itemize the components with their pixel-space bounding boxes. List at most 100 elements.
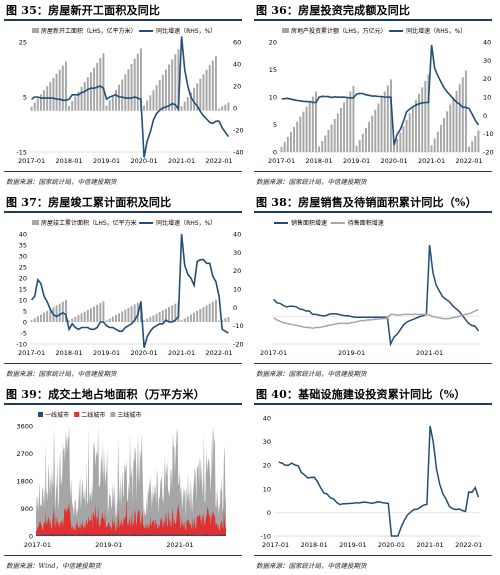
y-left-tick-label: 25 [19,39,27,47]
line-series [31,36,230,158]
bar [93,67,96,111]
x-tick-label: 2017-01 [268,157,295,165]
bar [211,301,214,322]
bar [455,90,458,152]
bar [305,106,308,152]
bar [349,91,352,152]
chart-title: 图 38：房屋销售及待销面积累计同比（%） [256,196,477,209]
bar [399,132,402,152]
y-left-tick-label: 35 [19,242,27,250]
x-tick-label: 2020-01 [378,541,405,549]
area-series [36,494,226,536]
bar [174,303,177,322]
bar [193,312,196,322]
x-tick-label: 2020-01 [130,349,157,357]
y-right-tick-label: 0 [483,112,487,120]
y-left-tick-label: 1800 [16,478,33,486]
legend-swatch [110,412,116,417]
bar [139,48,142,111]
bar [336,113,339,152]
bar [161,310,164,322]
bar [49,82,52,111]
title-divider [254,19,492,21]
bar [202,74,205,111]
x-tick-label: 2019-01 [93,349,120,357]
x-tick-label: 2021-01 [168,157,195,165]
bar [102,301,105,322]
y-right-tick-label: 20 [233,83,241,91]
x-tick-label: 2017-01 [24,541,51,549]
bar [164,69,167,111]
x-tick-label: 2021-01 [166,541,193,549]
bar [161,74,164,111]
bar [127,69,130,111]
bar [121,79,124,111]
bar [64,61,67,111]
bar [146,100,149,111]
bar [211,60,214,111]
legend-label: 二线城市 [81,411,105,419]
bar [446,111,449,152]
y-left-tick-label: 10 [19,297,27,305]
data-source-note: 数据来源：国家统计局，中信建投期货 [256,370,367,378]
bar [364,127,367,152]
bar [61,65,64,111]
bar [458,84,461,152]
bar [55,305,58,322]
y-right-tick-label: 0 [233,304,237,312]
bar [218,108,221,111]
bar [143,320,146,322]
bar [380,97,383,152]
bar [130,306,133,322]
y-left-tick-label: 2700 [16,450,33,458]
x-tick-label: 2019-01 [339,541,366,549]
y-left-tick-label: 5 [23,308,27,316]
bar [333,119,336,152]
bar [108,318,111,322]
bar [149,95,152,111]
y-right-tick-label: -20 [233,127,244,135]
y-left-tick-label: 0 [23,319,27,327]
bar [368,121,371,152]
bar [58,303,61,322]
bar [193,87,196,111]
legend-label: 同比增速（RHS，%） [406,27,466,35]
x-tick-label: 2021-01 [168,349,195,357]
y-left-tick-label: 15 [269,66,277,74]
bar [411,106,414,152]
chart-title: 图 36：房屋投资完成额及同比 [256,4,411,17]
bar [133,58,136,111]
bar [74,96,77,111]
bar [408,113,411,152]
bar [171,305,174,322]
legend-label: 房屋新开工面积（LHS，亿平方米） [41,27,137,35]
bar [377,103,380,152]
x-tick-label: 2022-01 [455,541,482,549]
data-source-note: 数据来源：Wind，中信建投期货 [6,562,101,570]
title-divider [4,403,242,405]
legend-label: 房地产投资累计额（LHS，万亿元） [291,27,387,35]
legend-label: 一线城市 [45,411,69,419]
bar [55,73,58,111]
bar [208,303,211,322]
y-right-tick-label: 10 [483,94,491,102]
data-source-note: 数据来源：国家统计局，中信建投期货 [6,370,117,378]
title-divider [254,403,492,405]
bar [383,91,386,152]
bar [152,90,155,111]
x-tick-label: 2020-01 [380,157,407,165]
line-series [281,44,480,146]
line-series [30,233,229,348]
x-tick-label: 2020-01 [130,157,157,165]
bar [52,77,55,111]
bar [224,318,227,322]
bar [214,56,217,111]
bar [389,79,392,152]
bar [102,53,105,111]
y-right-tick-label: 20 [233,267,241,275]
data-source-note: 数据来源：国家统计局，中信建投期货 [6,178,117,186]
bar [33,318,36,322]
bar [189,92,192,111]
bar [299,116,302,152]
